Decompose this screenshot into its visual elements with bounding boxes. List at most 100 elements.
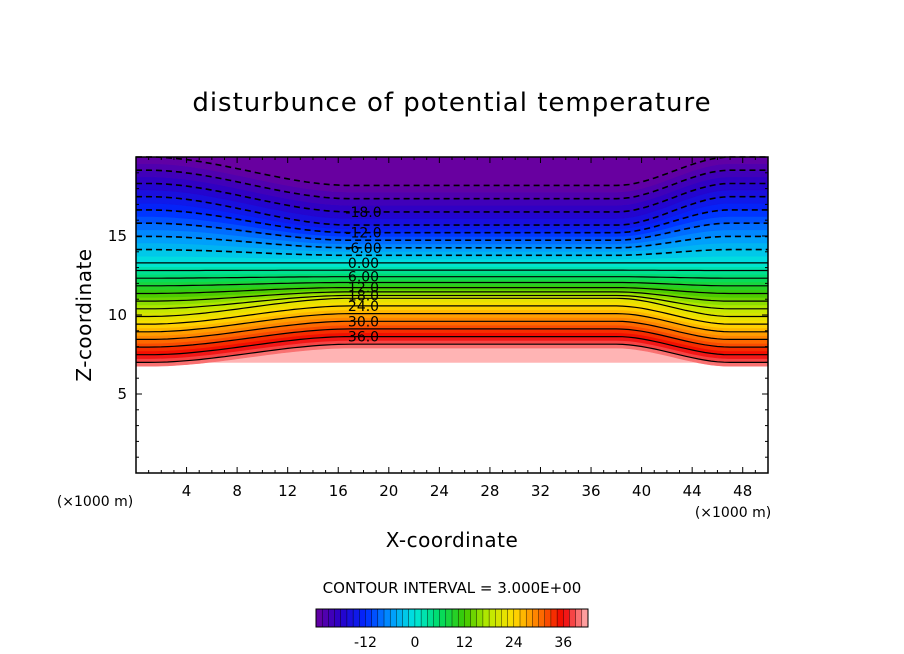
y-axis-label: Z-coordinate <box>72 248 96 381</box>
colorbar-swatch <box>334 608 342 628</box>
x-axis-label: X-coordinate <box>386 528 519 552</box>
colorbar-swatch <box>507 608 515 628</box>
colorbar-swatch <box>427 608 434 628</box>
x-tick-label: 44 <box>683 482 702 500</box>
colorbar-swatch <box>581 608 589 628</box>
contour-line <box>136 156 768 187</box>
contour-line <box>136 235 768 249</box>
x-tick-label: 28 <box>480 482 499 500</box>
colorbar-swatch <box>433 608 441 628</box>
contour-line <box>136 182 768 213</box>
x-tick-label: 20 <box>379 482 398 500</box>
x-unit-label: (×1000 m) <box>57 494 133 510</box>
contour-label: -12.0 <box>345 226 381 242</box>
colorbar-swatch <box>396 608 404 628</box>
contour-line <box>136 294 768 310</box>
colorbar-swatch <box>402 608 410 628</box>
y-tick-label: 5 <box>117 385 127 403</box>
colorbar-tick-label: 36 <box>554 635 572 651</box>
contour-fill-layer <box>135 156 769 367</box>
colorbar-swatch <box>321 608 329 628</box>
contour-label: -6.00 <box>345 241 381 257</box>
colorbar-swatch <box>482 608 490 628</box>
colorbar-swatch <box>495 608 502 628</box>
colorbar-swatch <box>556 608 564 628</box>
colorbar-tick-label: 12 <box>455 635 473 651</box>
contour-line <box>136 287 768 295</box>
colorbar-swatch <box>365 608 373 628</box>
contour-line <box>136 248 768 257</box>
contour-line <box>136 291 768 302</box>
colorbar-swatch <box>544 608 552 628</box>
contour-line <box>136 320 768 340</box>
colorbar-swatch <box>575 608 583 628</box>
colorbar-swatch <box>359 608 366 628</box>
colorbar-swatch <box>383 608 391 628</box>
colorbar-swatch <box>513 608 521 628</box>
colorbar-swatch <box>371 608 379 628</box>
colorbar-swatch <box>538 608 546 628</box>
colorbar-swatch <box>532 608 540 628</box>
x-tick-label: 8 <box>232 482 242 500</box>
colorbar-swatch <box>476 608 484 628</box>
y-tick-label: 10 <box>108 306 127 324</box>
colorbar-swatch <box>328 608 336 628</box>
x-tick-label: 4 <box>182 482 192 500</box>
contour-line <box>136 305 768 325</box>
contour-label: 12.0 <box>348 281 379 297</box>
contour-label: 18.0 <box>348 288 379 304</box>
contour-line <box>136 195 768 226</box>
x-tick-label: 12 <box>278 482 297 500</box>
colorbar-swatch <box>563 608 570 628</box>
colorbar-swatch <box>501 608 509 628</box>
contour-line <box>136 276 768 279</box>
x-tick-label: 32 <box>531 482 550 500</box>
colorbar-swatch <box>550 608 558 628</box>
contour-line <box>136 169 768 200</box>
x-tick-label: 16 <box>329 482 348 500</box>
colorbar-swatch <box>377 608 385 628</box>
colorbar-swatch <box>315 608 323 628</box>
x-tick-label: 48 <box>733 482 752 500</box>
contour-line <box>136 328 768 348</box>
colorbar-swatch <box>457 608 465 628</box>
contour-label: 36.0 <box>348 330 379 346</box>
colorbar-swatch <box>525 608 533 628</box>
contour-label: 6.00 <box>348 270 379 286</box>
contour-line <box>136 209 768 234</box>
colorbar-swatch <box>346 608 354 628</box>
x-tick-label: 36 <box>581 482 600 500</box>
contour-interval-text: CONTOUR INTERVAL = 3.000E+00 <box>323 579 582 597</box>
colorbar-swatch <box>519 608 527 628</box>
contour-label: 30.0 <box>348 314 379 330</box>
colorbar-tick-label: 0 <box>410 635 419 651</box>
colorbar-swatch <box>569 608 577 628</box>
contour-label: 0.00 <box>348 256 379 272</box>
colorbar-swatch <box>414 608 422 628</box>
colorbar-swatch <box>340 608 348 628</box>
contour-label-layer: -18.0 -12.0-6.000.006.0012.018.024.030.03… <box>345 205 381 346</box>
contour-line <box>136 343 768 363</box>
chart-title: disturbunce of potential temperature <box>192 88 711 118</box>
colorbar: -12 0 12 24 36 <box>315 608 589 651</box>
colorbar-swatch <box>470 608 478 628</box>
colorbar-tick-label: -12 <box>354 635 377 651</box>
contour-label: 24.0 <box>348 299 379 315</box>
y-tick-label: 15 <box>108 227 127 245</box>
contour-label: -18.0 <box>345 205 381 221</box>
contour-line <box>136 281 768 287</box>
contour-band <box>136 157 768 186</box>
contour-line <box>136 313 768 333</box>
contour-line <box>136 222 768 241</box>
contour-line-layer <box>136 156 768 363</box>
colorbar-frame <box>315 608 589 628</box>
colorbar-swatch <box>420 608 428 628</box>
contour-line <box>136 297 768 318</box>
colorbar-swatch <box>451 608 459 628</box>
colorbar-swatch <box>352 608 360 628</box>
colorbar-swatch <box>439 608 447 628</box>
colorbar-swatch <box>488 608 496 628</box>
colorbar-swatch <box>445 608 453 628</box>
